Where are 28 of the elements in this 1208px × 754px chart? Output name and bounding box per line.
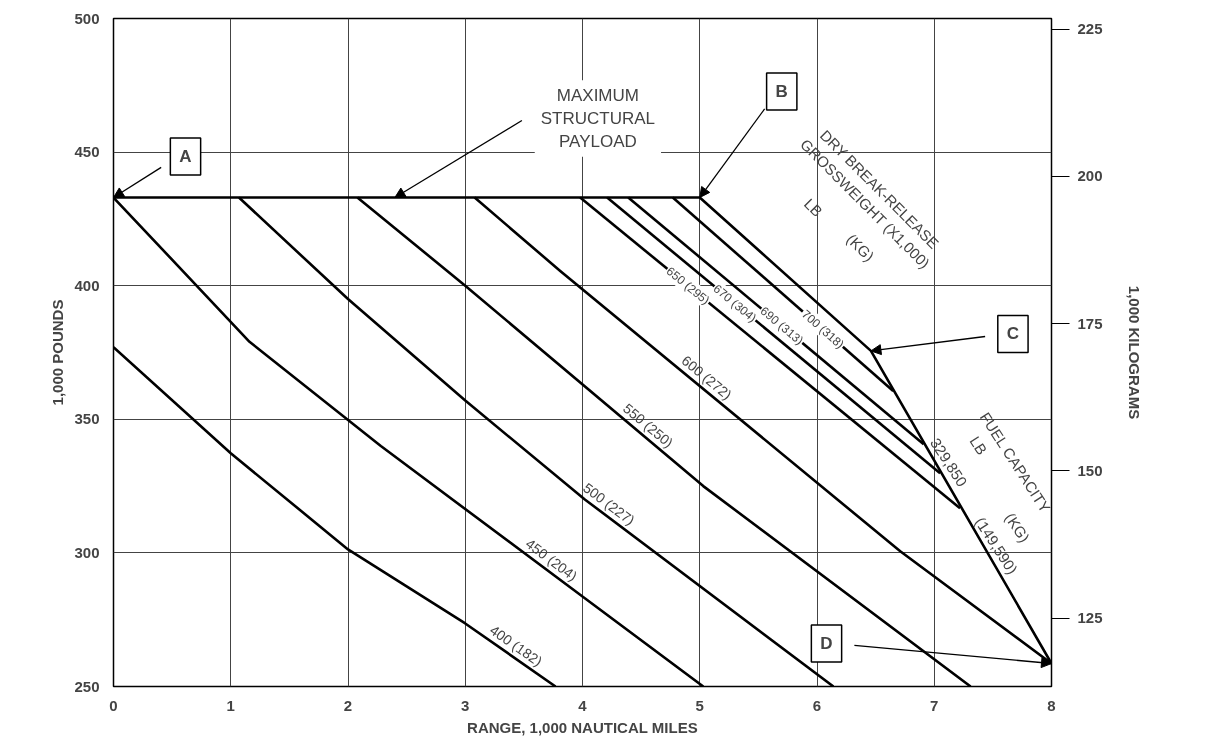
y-tick-label: 400 <box>74 276 100 294</box>
y2-tick-label: 125 <box>1077 609 1103 627</box>
annotation: MAXIMUM STRUCTURAL PAYLOAD <box>540 86 656 151</box>
y2-axis-title: 1,000 KILOGRAMS <box>1125 285 1143 420</box>
y2-tick-label: 150 <box>1077 461 1103 479</box>
x-tick-label: 3 <box>461 696 470 714</box>
x-tick-label: 4 <box>578 696 588 714</box>
x-tick-label: 7 <box>930 696 939 714</box>
y-axis-title: 1,000 POUNDS <box>49 299 67 406</box>
y-tick-label: 250 <box>74 677 100 695</box>
y-tick-label: 500 <box>74 9 100 27</box>
y2-tick-label: 225 <box>1077 20 1103 38</box>
annotation: D <box>820 634 833 654</box>
x-tick-label: 5 <box>695 696 704 714</box>
x-tick-label: 1 <box>226 696 235 714</box>
y-tick-label: 450 <box>74 143 100 161</box>
annotation: A <box>179 147 192 167</box>
x-tick-label: 0 <box>109 696 118 714</box>
y2-tick-label: 200 <box>1077 167 1103 185</box>
x-tick-label: 2 <box>343 696 353 714</box>
y-tick-label: 350 <box>74 410 100 428</box>
y-tick-label: 300 <box>74 543 100 561</box>
y2-tick-label: 175 <box>1077 314 1103 332</box>
annotation: C <box>1006 324 1020 344</box>
x-axis-title: RANGE, 1,000 NAUTICAL MILES <box>467 718 698 736</box>
annotation: B <box>775 82 788 102</box>
x-tick-label: 6 <box>812 696 822 714</box>
x-tick-label: 8 <box>1047 696 1056 714</box>
